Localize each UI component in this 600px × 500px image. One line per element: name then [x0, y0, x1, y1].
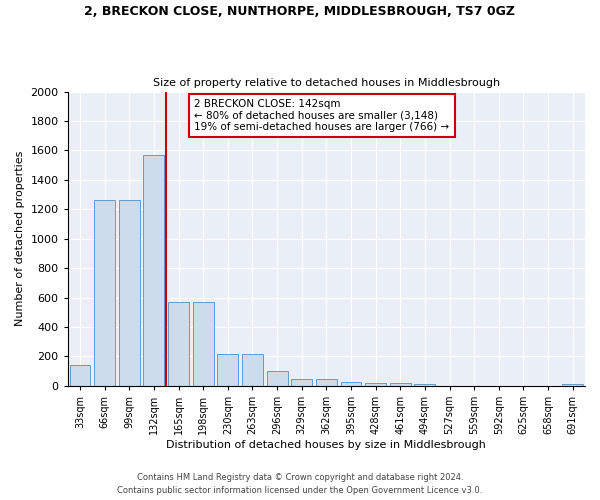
Bar: [266, 371, 287, 386]
Text: 2, BRECKON CLOSE, NUNTHORPE, MIDDLESBROUGH, TS7 0GZ: 2, BRECKON CLOSE, NUNTHORPE, MIDDLESBROU…: [85, 5, 515, 18]
Bar: [562, 384, 583, 386]
Bar: [242, 354, 263, 386]
Bar: [217, 354, 238, 386]
Title: Size of property relative to detached houses in Middlesbrough: Size of property relative to detached ho…: [153, 78, 500, 88]
Text: Contains HM Land Registry data © Crown copyright and database right 2024.
Contai: Contains HM Land Registry data © Crown c…: [118, 474, 482, 495]
Bar: [94, 200, 115, 386]
Bar: [291, 378, 312, 386]
Bar: [143, 155, 164, 386]
Bar: [193, 302, 214, 386]
Bar: [341, 382, 361, 386]
Bar: [119, 200, 140, 386]
Bar: [316, 378, 337, 386]
Bar: [168, 302, 189, 386]
Bar: [365, 383, 386, 386]
X-axis label: Distribution of detached houses by size in Middlesbrough: Distribution of detached houses by size …: [166, 440, 486, 450]
Bar: [70, 366, 91, 386]
Text: 2 BRECKON CLOSE: 142sqm
← 80% of detached houses are smaller (3,148)
19% of semi: 2 BRECKON CLOSE: 142sqm ← 80% of detache…: [194, 99, 449, 132]
Bar: [415, 384, 436, 386]
Y-axis label: Number of detached properties: Number of detached properties: [15, 151, 25, 326]
Bar: [390, 383, 411, 386]
